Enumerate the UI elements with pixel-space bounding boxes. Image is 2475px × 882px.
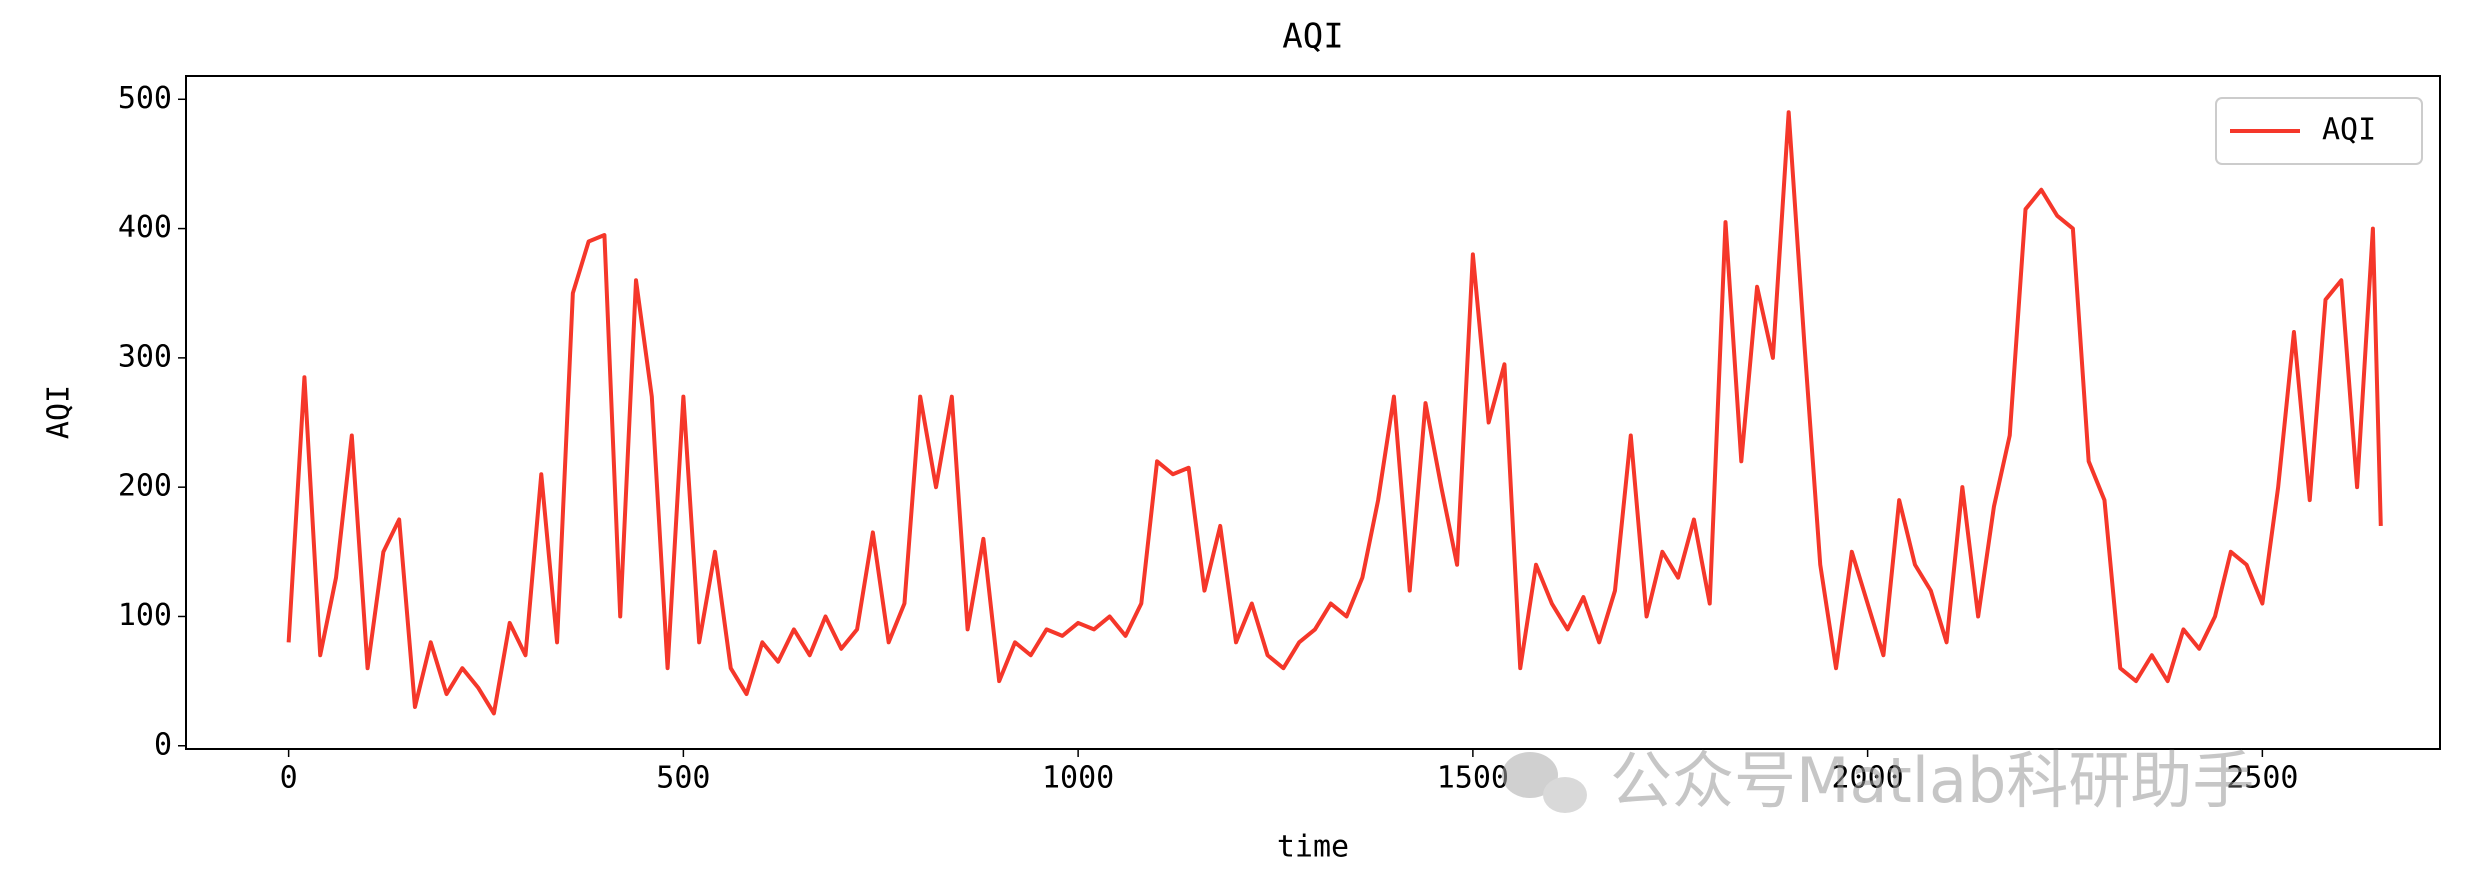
x-axis-label: time: [1277, 830, 1349, 865]
plot-frame: [185, 75, 2441, 750]
x-tick-label: 1000: [1042, 761, 1114, 796]
chart-title: AQI: [1282, 17, 1343, 57]
x-tick-label: 1500: [1437, 761, 1509, 796]
watermark-icon: [1502, 752, 1558, 798]
legend-box: [2215, 97, 2423, 165]
y-tick-label: 100: [118, 598, 172, 633]
x-tick-label: 2500: [2226, 761, 2298, 796]
y-tick-label: 400: [118, 210, 172, 245]
legend-label: AQI: [2322, 113, 2376, 148]
y-tick-label: 0: [154, 727, 172, 762]
y-tick-label: 500: [118, 81, 172, 116]
x-tick-label: 0: [280, 761, 298, 796]
y-axis-label: AQI: [42, 385, 77, 439]
x-tick-label: 2000: [1831, 761, 1903, 796]
data-line: [286, 110, 2383, 716]
y-tick-label: 300: [118, 339, 172, 374]
watermark: 公众号Matlab科研助手: [1502, 744, 2254, 817]
watermark-text: 公众号Matlab科研助手: [1610, 744, 2254, 817]
watermark-icon: [1543, 777, 1587, 813]
y-tick-label: 200: [118, 469, 172, 504]
x-tick-label: 500: [656, 761, 710, 796]
